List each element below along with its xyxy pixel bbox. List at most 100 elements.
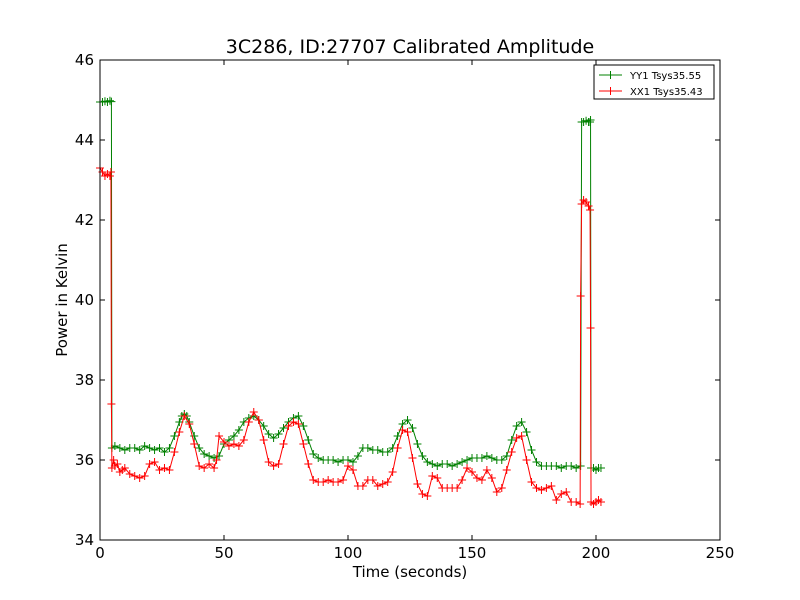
data-point [572, 498, 581, 506]
x-tick-label: 50 [214, 544, 233, 562]
data-point [135, 446, 144, 454]
data-point [463, 464, 472, 472]
data-point [418, 490, 427, 498]
data-point [200, 464, 209, 472]
data-point [309, 450, 318, 458]
data-point [210, 464, 219, 472]
data-point [373, 482, 382, 490]
data-point [353, 452, 362, 460]
data-point [502, 452, 511, 460]
data-point [423, 492, 432, 500]
data-point [497, 456, 506, 464]
data-point [507, 448, 516, 456]
legend-label: YY1 Tsys35.55 [629, 71, 701, 82]
data-point [130, 444, 139, 452]
data-point [487, 454, 496, 462]
data-point [269, 462, 278, 470]
data-point [383, 448, 392, 456]
data-point [165, 466, 174, 474]
data-point [393, 432, 402, 440]
data-point [428, 472, 437, 480]
data-point [195, 444, 204, 452]
data-point [150, 446, 159, 454]
y-tick-label: 40 [75, 291, 94, 309]
plot-frame [99, 59, 721, 541]
data-point [507, 436, 516, 444]
data-point [418, 452, 427, 460]
data-point [289, 418, 298, 426]
x-axis-label: Time (seconds) [352, 563, 468, 581]
legend-entry: YY1 Tsys35.55 [599, 71, 701, 82]
data-point [512, 422, 521, 430]
data-point [348, 466, 357, 474]
data-point [279, 440, 288, 448]
data-point [274, 430, 283, 438]
series-layer [96, 96, 605, 508]
data-point [105, 96, 114, 105]
data-point [552, 496, 561, 504]
legend-label: XX1 Tsys35.43 [630, 87, 703, 98]
data-point [443, 460, 452, 468]
y-axis-label: Power in Kelvin [53, 243, 71, 357]
data-point [170, 448, 179, 456]
data-point [472, 474, 481, 482]
data-point [562, 488, 571, 496]
series-2 [96, 164, 605, 508]
data-point [403, 428, 412, 436]
data-point [294, 420, 303, 428]
data-point [522, 456, 531, 464]
data-point [547, 482, 556, 490]
data-point [130, 472, 139, 480]
data-point [334, 458, 343, 466]
data-point [334, 478, 343, 486]
data-point [229, 440, 238, 448]
data-point [552, 462, 561, 470]
data-point [433, 474, 442, 482]
data-point [269, 434, 278, 442]
data-point [453, 484, 462, 492]
data-point [309, 476, 318, 484]
y-tick-label: 34 [75, 531, 94, 549]
data-point [393, 444, 402, 452]
x-tick-label: 100 [334, 544, 363, 562]
data-point [220, 438, 228, 446]
data-point [113, 460, 122, 468]
data-point [259, 436, 268, 444]
data-point [254, 416, 263, 424]
data-point [185, 420, 194, 428]
data-point [557, 464, 566, 472]
data-point [527, 478, 536, 486]
data-point [195, 462, 204, 470]
data-point [264, 430, 273, 438]
data-point [244, 418, 253, 426]
data-point [115, 444, 124, 452]
data-point [403, 416, 412, 424]
data-point [517, 418, 526, 426]
data-point [487, 474, 496, 482]
data-point [458, 458, 467, 466]
chart-title: 3C286, ID:27707 Calibrated Amplitude [226, 36, 594, 58]
data-point [279, 424, 288, 432]
data-point [448, 462, 457, 470]
data-point [576, 500, 585, 508]
data-point [170, 432, 179, 440]
data-point [120, 446, 129, 454]
data-point [586, 206, 595, 214]
x-tick-label: 250 [706, 544, 735, 562]
data-point [107, 400, 116, 408]
data-point [348, 458, 357, 466]
data-point [433, 462, 442, 470]
data-point [339, 476, 348, 484]
data-point [398, 426, 407, 434]
data-point [428, 460, 437, 468]
data-point [200, 450, 209, 458]
data-point [477, 454, 486, 462]
data-point [537, 486, 546, 494]
data-point [150, 458, 159, 466]
data-point [234, 442, 243, 450]
data-point [584, 202, 593, 210]
data-point [363, 444, 372, 452]
data-point [586, 116, 595, 124]
legend-marker [606, 87, 615, 95]
